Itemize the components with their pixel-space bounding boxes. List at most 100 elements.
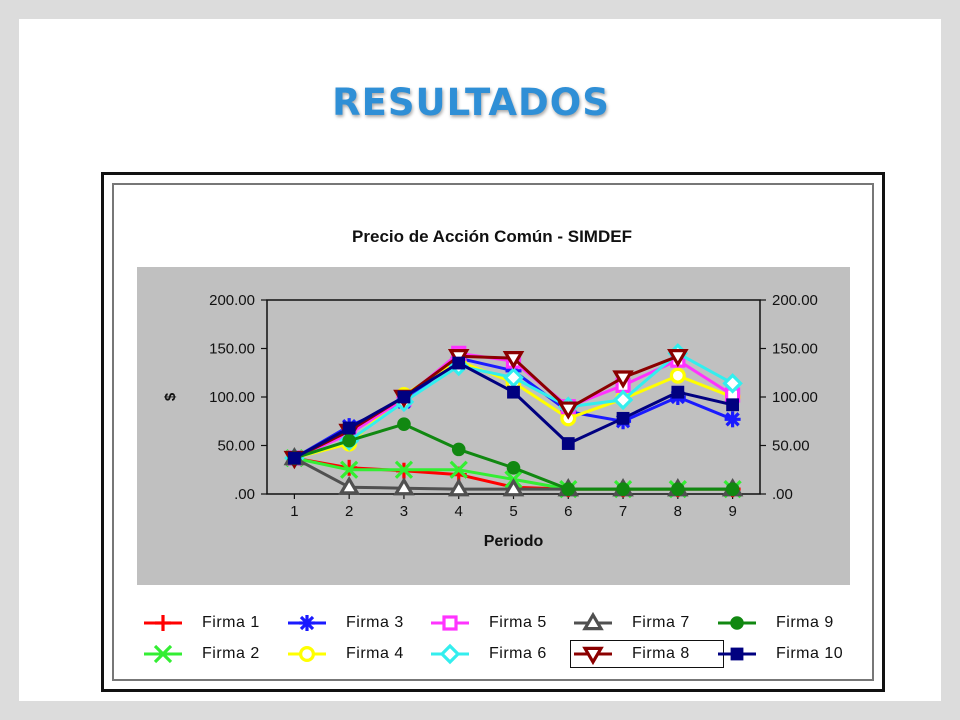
y-tick-label-right: .00	[772, 486, 793, 503]
legend-marker	[153, 644, 173, 664]
data-point	[616, 482, 630, 496]
data-point	[722, 373, 743, 394]
legend-swatch	[718, 647, 756, 661]
data-point	[725, 482, 740, 496]
data-point	[507, 385, 520, 399]
y-tick-label-right: 50.00	[772, 438, 810, 455]
x-tick-label: 5	[509, 503, 517, 520]
data-point	[502, 351, 525, 370]
data-point	[671, 385, 685, 399]
data-point	[287, 451, 301, 465]
legend-marker	[730, 616, 744, 630]
data-point	[671, 482, 685, 496]
legend-marker	[155, 615, 171, 631]
y-tick-label-right: 100.00	[772, 389, 818, 406]
data-point	[506, 461, 521, 475]
data-point	[726, 398, 740, 412]
legend-marker	[299, 645, 316, 663]
legend-item: Firma 6	[429, 642, 579, 666]
chart-legend: Firma 1 Firma 3 Firma 5 Firma 7 Firma 9 Firma…	[132, 611, 872, 681]
legend-item: Firma 10	[716, 642, 866, 666]
legend-marker	[582, 611, 604, 631]
y-tick-label-right: 200.00	[772, 292, 818, 309]
legend-item: Firma 4	[286, 642, 436, 666]
y-axis-label: $	[162, 392, 179, 401]
legend-item: Firma 9	[716, 611, 866, 635]
legend-label: Firma 6	[489, 645, 547, 662]
legend-item: Firma 2	[142, 642, 292, 666]
line-chart: Precio de Acción Común - SIMDEF .00 .00 50.…	[137, 227, 850, 585]
legend-swatch	[144, 644, 182, 664]
legend-label: Firma 9	[776, 614, 834, 631]
data-point	[616, 411, 630, 425]
data-point	[342, 433, 356, 448]
data-point	[397, 417, 411, 431]
data-point	[667, 349, 689, 368]
data-point	[394, 460, 414, 479]
data-point	[393, 477, 415, 496]
data-point	[397, 390, 411, 404]
x-tick-label: 8	[674, 503, 682, 520]
legend-label: Firma 2	[202, 645, 260, 662]
data-point	[561, 437, 575, 450]
data-point	[612, 389, 634, 411]
x-tick-label: 6	[564, 503, 572, 520]
x-tick-label: 2	[345, 503, 353, 520]
y-tick-label-left: .00	[234, 486, 255, 503]
y-tick-label-left: 150.00	[209, 341, 255, 358]
y-tick-label-left: 50.00	[217, 438, 255, 455]
legend-marker	[442, 615, 458, 631]
legend-swatch	[288, 645, 326, 663]
data-point	[669, 367, 686, 384]
legend-label: Firma 3	[346, 614, 404, 631]
legend-label: Firma 8	[632, 645, 690, 662]
data-point	[561, 482, 576, 496]
x-tick-label: 7	[619, 503, 627, 520]
legend-item: Firma 5	[429, 611, 579, 635]
x-tick-label: 9	[728, 503, 736, 520]
legend-label: Firma 7	[632, 614, 690, 631]
data-point	[340, 460, 359, 479]
legend-marker	[582, 646, 604, 666]
legend-swatch	[144, 615, 182, 631]
data-point	[452, 356, 466, 370]
legend-swatch	[574, 611, 612, 631]
legend-swatch	[431, 615, 469, 631]
legend-label: Firma 1	[202, 614, 260, 631]
legend-marker	[439, 643, 461, 665]
legend-item: Firma 7	[572, 611, 722, 635]
chart-title: Precio de Acción Común - SIMDEF	[352, 227, 632, 246]
legend-swatch	[574, 646, 612, 666]
slide-title: RESULTADOS	[332, 81, 610, 124]
data-point	[612, 370, 634, 389]
data-point	[724, 411, 741, 428]
data-point	[449, 460, 468, 479]
x-tick-label: 1	[290, 503, 298, 520]
legend-marker	[730, 647, 744, 661]
legend-marker	[299, 615, 315, 631]
legend-swatch	[288, 615, 326, 631]
legend-label: Firma 5	[489, 614, 547, 631]
legend-swatch	[718, 616, 756, 630]
chart-panel: Precio de Acción Común - SIMDEF .00 .00 50.…	[112, 183, 874, 681]
y-tick-label-left: 200.00	[209, 292, 255, 309]
legend-label: Firma 4	[346, 645, 404, 662]
data-point	[503, 367, 524, 388]
data-point	[557, 401, 580, 420]
legend-swatch	[431, 643, 469, 665]
y-tick-label-right: 150.00	[772, 341, 818, 358]
legend-label: Firma 10	[776, 645, 844, 662]
x-tick-label: 3	[400, 503, 408, 520]
series-10	[287, 356, 740, 465]
x-axis-label: Periodo	[484, 533, 544, 550]
chart-figure: Precio de Acción Común - SIMDEF .00 .00 50.…	[101, 172, 885, 692]
data-point	[338, 476, 360, 495]
data-point	[451, 442, 466, 457]
legend-item: Firma 3	[286, 611, 436, 635]
data-point	[502, 477, 525, 497]
data-point	[447, 477, 470, 497]
legend-item: Firma 8	[570, 640, 724, 668]
data-point	[342, 421, 356, 435]
x-tick-label: 4	[455, 503, 463, 520]
legend-item: Firma 1	[142, 611, 292, 635]
